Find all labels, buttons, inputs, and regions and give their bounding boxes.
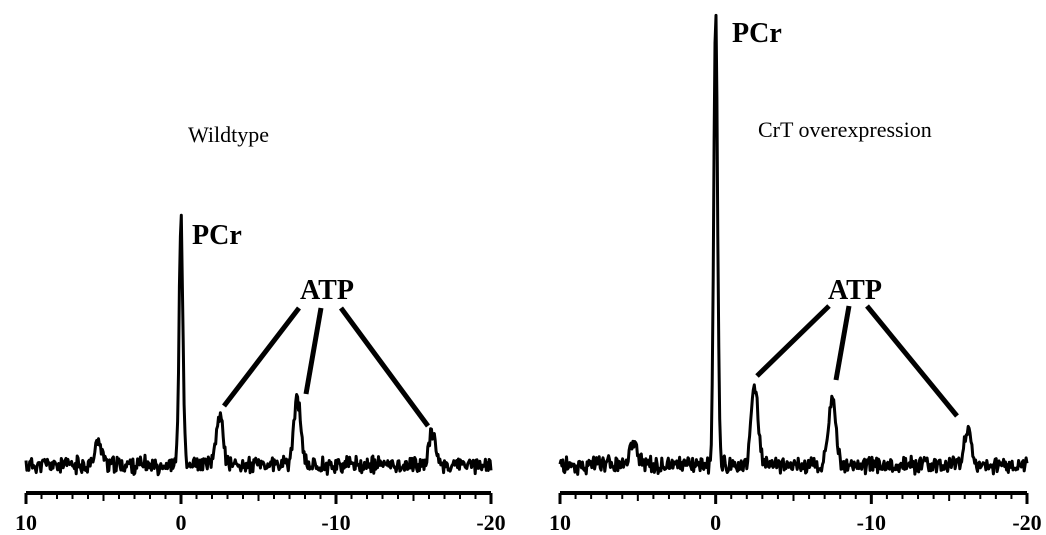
atp-leader-line-1 [755, 304, 831, 378]
panel-crt-overexpression: CrT overexpression 10 0 -10 -20 PCr ATP [549, 13, 1042, 535]
atp-label-wildtype: ATP [300, 275, 354, 306]
x-tick-label: 0 [176, 510, 187, 535]
x-tick-label: -20 [476, 510, 505, 535]
x-ticks-wildtype: 10 0 -10 -20 [15, 493, 506, 535]
atp-leader-line-3 [865, 304, 959, 418]
x-tick-label: 10 [15, 510, 37, 535]
pcr-label-wildtype: PCr [192, 220, 242, 251]
x-ticks-crt: 10 0 -10 -20 [549, 493, 1042, 535]
x-tick-label: 10 [549, 510, 571, 535]
spectrum-trace-wildtype [24, 213, 493, 477]
x-tick-label: -10 [857, 510, 886, 535]
atp-leader-line-2 [833, 305, 852, 381]
panel-title-wildtype: Wildtype [188, 122, 269, 147]
panel-title-crt: CrT overexpression [758, 117, 932, 142]
panel-wildtype: Wildtype 10 0 -10 -20 PCr ATP [15, 122, 506, 535]
atp-leader-line-1 [222, 306, 301, 408]
x-tick-label: -10 [321, 510, 350, 535]
atp-leader-line-2 [303, 307, 324, 395]
atp-leader-line-3 [338, 306, 431, 428]
spectrum-trace-crt [558, 13, 1029, 476]
atp-label-crt: ATP [828, 275, 882, 306]
x-tick-label: 0 [710, 510, 721, 535]
pcr-label-crt: PCr [732, 18, 782, 49]
x-tick-label: -20 [1012, 510, 1041, 535]
